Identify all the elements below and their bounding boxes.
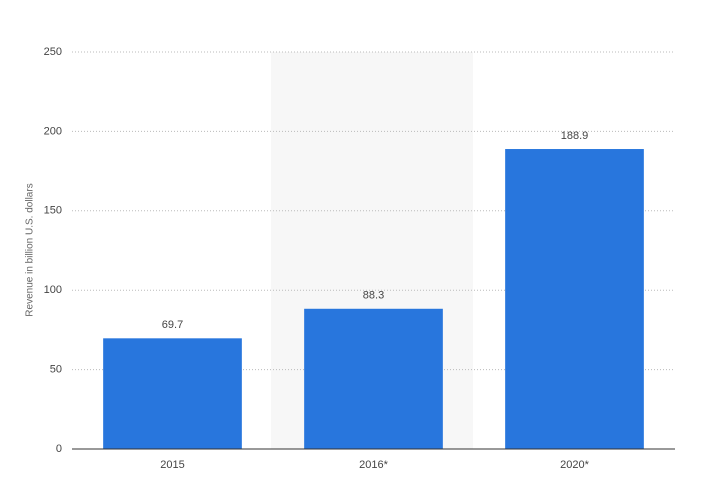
data-label: 69.7 [162,319,183,331]
bar [304,308,443,449]
bar [103,338,242,449]
y-tick-label: 150 [44,205,62,217]
x-tick-label: 2016* [359,459,388,471]
y-tick-label: 50 [50,364,62,376]
x-tick-label: 2015 [160,459,184,471]
y-axis-title: Revenue in billion U.S. dollars [25,183,36,316]
y-tick-label: 200 [44,125,62,137]
y-tick-label: 100 [44,284,62,296]
y-tick-label: 0 [56,443,62,455]
x-tick-label: 2020* [560,459,589,471]
data-label: 88.3 [363,290,384,302]
data-label: 188.9 [561,130,589,142]
y-tick-label: 250 [44,46,62,58]
bar [505,149,644,449]
